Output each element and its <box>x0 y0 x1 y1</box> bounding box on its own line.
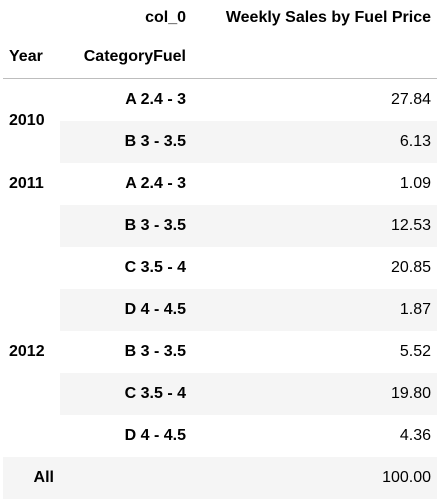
sales-value: 19.80 <box>192 373 437 415</box>
value-column-header: Weekly Sales by Fuel Price <box>225 9 431 26</box>
index-header-row: Year CategoryFuel <box>3 36 437 79</box>
category-label: A 2.4 - 3 <box>125 91 186 108</box>
table-row: 2011 A 2.4 - 3 1.09 <box>3 163 437 205</box>
table-row: D 4 - 4.5 1.87 <box>3 289 437 331</box>
sales-value: 5.52 <box>399 343 431 360</box>
table-row: 2012 B 3 - 3.5 5.52 <box>3 331 437 373</box>
category-label: A 2.4 - 3 <box>125 175 186 192</box>
sales-value: 6.13 <box>192 121 437 163</box>
sales-value: 12.53 <box>192 205 437 247</box>
sales-value: 1.87 <box>192 289 437 331</box>
blank-header-cell <box>192 36 437 79</box>
sales-value: 1.09 <box>399 175 431 192</box>
table-row: B 3 - 3.5 12.53 <box>3 205 437 247</box>
sales-value: 20.85 <box>390 259 431 276</box>
table-row: C 3.5 - 4 19.80 <box>3 373 437 415</box>
table-row: D 4 - 4.5 4.36 <box>3 415 437 457</box>
category-label: D 4 - 4.5 <box>124 427 186 444</box>
total-row: All 100.00 <box>3 457 437 499</box>
column-index-name: col_0 <box>145 9 186 26</box>
category-label: B 3 - 3.5 <box>124 343 186 360</box>
sales-value: 4.36 <box>399 427 431 444</box>
total-value: 100.00 <box>192 457 437 499</box>
table-row: B 3 - 3.5 6.13 <box>3 121 437 163</box>
year-label-2010: 2010 <box>9 112 45 129</box>
sales-value: 27.84 <box>390 91 431 108</box>
table-row: 2010 A 2.4 - 3 27.84 <box>3 79 437 129</box>
category-label: B 3 - 3.5 <box>60 205 192 247</box>
table-row: C 3.5 - 4 20.85 <box>3 247 437 289</box>
year-label-2011: 2011 <box>9 175 44 192</box>
category-label: B 3 - 3.5 <box>60 121 192 163</box>
blank-header-cell <box>3 0 60 36</box>
column-header-row: col_0 Weekly Sales by Fuel Price <box>3 0 437 36</box>
blank-cell <box>60 457 192 499</box>
category-label: C 3.5 - 4 <box>124 259 186 276</box>
pivot-table: col_0 Weekly Sales by Fuel Price Year Ca… <box>3 0 437 499</box>
total-label: All <box>3 457 60 499</box>
year-index-header: Year <box>3 36 60 79</box>
category-index-header: CategoryFuel <box>60 36 192 79</box>
category-label: C 3.5 - 4 <box>60 373 192 415</box>
year-label-2012: 2012 <box>9 343 45 360</box>
category-label: D 4 - 4.5 <box>60 289 192 331</box>
